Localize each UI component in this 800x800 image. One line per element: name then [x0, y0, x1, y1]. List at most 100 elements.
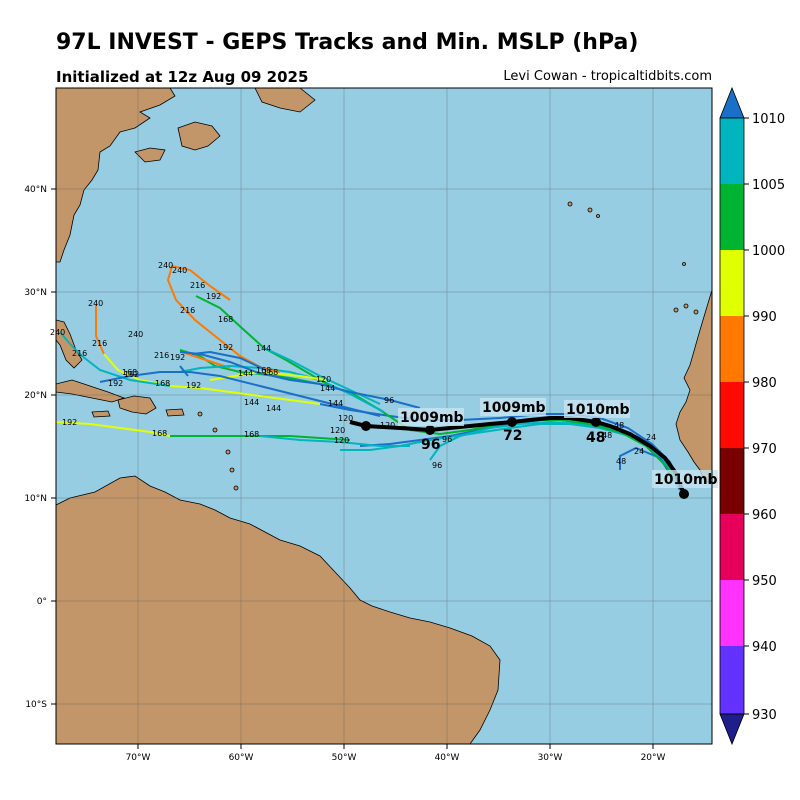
hour-label: 168: [244, 430, 259, 439]
land-south-america: [56, 475, 501, 744]
colorbar-tick-label: 950: [752, 574, 777, 589]
member-track-13: [179, 351, 421, 409]
hour-label: 192: [170, 353, 185, 362]
lat-tick-label: 0°: [37, 597, 47, 607]
lat-ticks: [51, 188, 654, 749]
hour-label: 216: [180, 306, 195, 315]
hour-label: 168: [152, 429, 167, 438]
hour-label: 144: [244, 398, 259, 407]
member-hour-labels: 240 240 216 192 168 216 192 144 168 168 …: [50, 261, 656, 470]
member-track-12: [209, 370, 327, 381]
member-track-16: [59, 331, 171, 387]
hour-label: 24: [634, 447, 644, 456]
mean-track-line: [349, 416, 686, 495]
hour-label: 192: [108, 379, 123, 388]
lon-tick-label: 30°W: [538, 753, 563, 763]
colorbar-band: [720, 448, 744, 514]
member-track-14: [95, 304, 105, 355]
hour-label: 48: [616, 457, 626, 466]
colorbar-band: [720, 646, 744, 714]
hour-label: 144: [238, 369, 253, 378]
hour-label: 216: [154, 351, 169, 360]
colorbar-tick-label: 1010: [752, 112, 785, 127]
mean-track: [349, 416, 689, 499]
colorbar-tick-label: 970: [752, 442, 777, 457]
hour-label: 240: [172, 266, 187, 275]
colorbar-band: [720, 382, 744, 448]
colorbar-band: [720, 316, 744, 382]
lon-tick-label: 50°W: [332, 753, 357, 763]
hour-label: 24: [646, 433, 656, 442]
colorbar-band: [720, 184, 744, 250]
gridlines: [56, 88, 712, 744]
colorbar-tick-label: 960: [752, 508, 777, 523]
hour-label: 120: [330, 426, 345, 435]
hour-label: 120: [316, 375, 331, 384]
credit-text: Levi Cowan - tropicaltidbits.com: [503, 69, 712, 84]
colorbar-tick-label: 990: [752, 310, 777, 325]
lat-tick-label: 40°N: [24, 185, 47, 195]
colorbar-bottom-arrow: [719, 713, 745, 746]
hour-label: 144: [328, 399, 343, 408]
colorbar-tick-label: 1005: [752, 178, 785, 193]
land-nova-scotia: [134, 147, 166, 163]
land-jamaica: [91, 410, 111, 418]
member-track-17: [99, 371, 381, 417]
land-puerto-rico: [165, 408, 185, 417]
lon-tick-label: 70°W: [126, 753, 151, 763]
hour-label: 48: [602, 431, 612, 440]
colorbar-tick-label: 940: [752, 640, 777, 655]
hour-label: 120: [334, 436, 349, 445]
hour-label: 96: [432, 461, 442, 470]
hour-label: 192: [206, 292, 221, 301]
colorbar-band: [720, 250, 744, 316]
mean-track-labels: 1010mb 1010mb 48 1009mb 72 1009mb 96: [398, 398, 718, 488]
hour-label: 120: [380, 421, 395, 430]
member-track-21: [191, 350, 267, 371]
hour-label: 192: [124, 370, 139, 379]
land-north-america: [56, 88, 176, 263]
member-track-22: [179, 365, 189, 377]
colorbar-band: [720, 118, 744, 184]
lon-tick-label: 40°W: [435, 753, 460, 763]
hour-label: 144: [320, 384, 335, 393]
colorbar-top-arrow: [719, 86, 745, 119]
hour-label: 192: [62, 418, 77, 427]
hour-label: 96: [442, 435, 452, 444]
mean-label-pressure-96: 1009mb: [400, 410, 464, 426]
member-track-7: [181, 351, 231, 369]
lat-tick-label: 20°N: [24, 391, 47, 401]
member-track-15: [103, 353, 321, 405]
hour-label: 168: [263, 368, 278, 377]
land-hispaniola: [117, 395, 157, 415]
land-newfoundland: [177, 121, 221, 151]
init-time-subtitle: Initialized at 12z Aug 09 2025: [56, 68, 309, 86]
mean-label-hour-48: 48: [586, 430, 605, 446]
colorbar-tick-label: 930: [752, 708, 777, 723]
land-masses: [56, 88, 712, 744]
member-track-20: [259, 435, 410, 447]
hour-label: 168: [218, 315, 233, 324]
mean-label-hour-72: 72: [503, 428, 522, 444]
hour-label: 168: [155, 379, 170, 388]
hour-label: 120: [338, 414, 353, 423]
chart-title: 97L INVEST - GEPS Tracks and Min. MSLP (…: [56, 30, 639, 55]
hour-label: 240: [128, 330, 143, 339]
hour-label: 240: [158, 261, 173, 270]
hour-label: 192: [186, 381, 201, 390]
lon-tick-labels: 70°W 60°W 50°W 40°W 30°W 20°W: [126, 753, 666, 763]
hour-label: 216: [92, 339, 107, 348]
hour-label: 96: [384, 396, 394, 405]
mean-label-hour-96: 96: [421, 437, 440, 453]
mean-label-pressure-48: 1010mb: [566, 402, 630, 418]
hour-label: 168: [122, 368, 137, 377]
colorbar-tick-label: 1000: [752, 244, 785, 259]
hour-label: 240: [50, 328, 65, 337]
member-track-6: [179, 349, 685, 493]
land-greenland-tip: [254, 88, 316, 113]
member-track-9: [166, 264, 281, 373]
lat-tick-label: 10°N: [24, 494, 47, 504]
map-frame: [55, 87, 713, 745]
lon-tick-label: 60°W: [229, 753, 254, 763]
